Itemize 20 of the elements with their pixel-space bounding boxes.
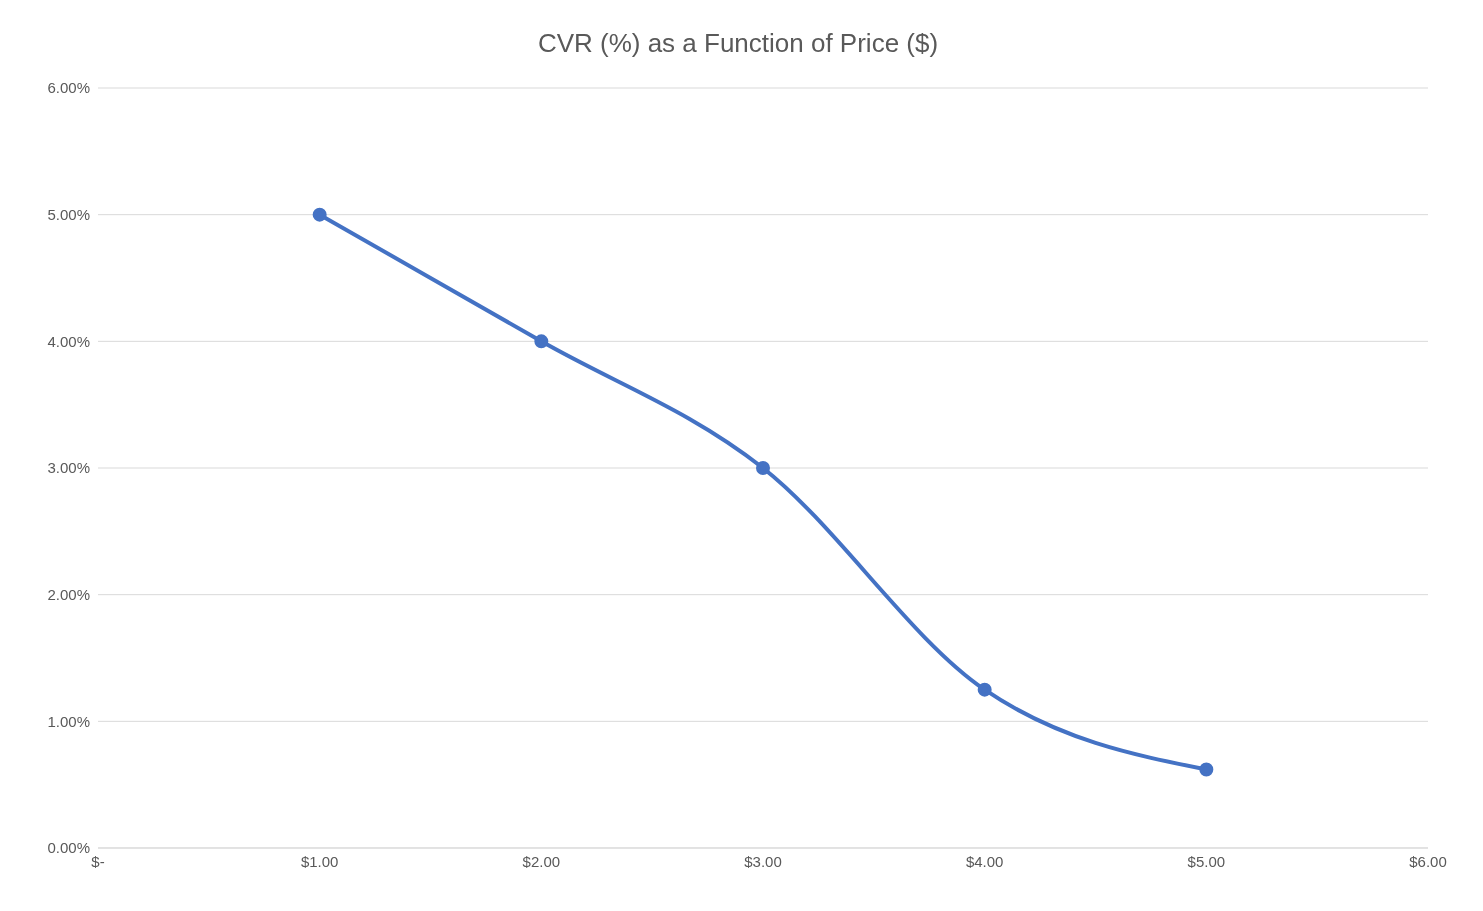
point [1199,762,1214,777]
x-tick-label: $6.00 [1409,852,1447,870]
y-tick-label: 6.00% [47,79,90,97]
x-tick-label: $2.00 [522,852,561,870]
y-tick-label: 0.00% [47,839,90,857]
point [312,207,327,222]
y-tick-label: 2.00% [47,585,90,603]
y-tick-label: 1.00% [47,712,90,730]
y-tick-label: 5.00% [47,205,90,223]
chart-title: CVR (%) as a Function of Price ($) [536,27,940,60]
x-tick-label: $5.00 [1187,852,1226,870]
point [534,334,549,349]
x-tick-label: $4.00 [965,852,1004,870]
y-tick-label: 3.00% [47,459,90,477]
x-tick-label: $1.00 [300,852,339,870]
point [977,682,992,697]
point [756,461,770,475]
y-tick-label: 4.00% [47,332,90,350]
x-tick-label: $3.00 [744,852,782,870]
x-tick-label: $- [91,852,105,870]
